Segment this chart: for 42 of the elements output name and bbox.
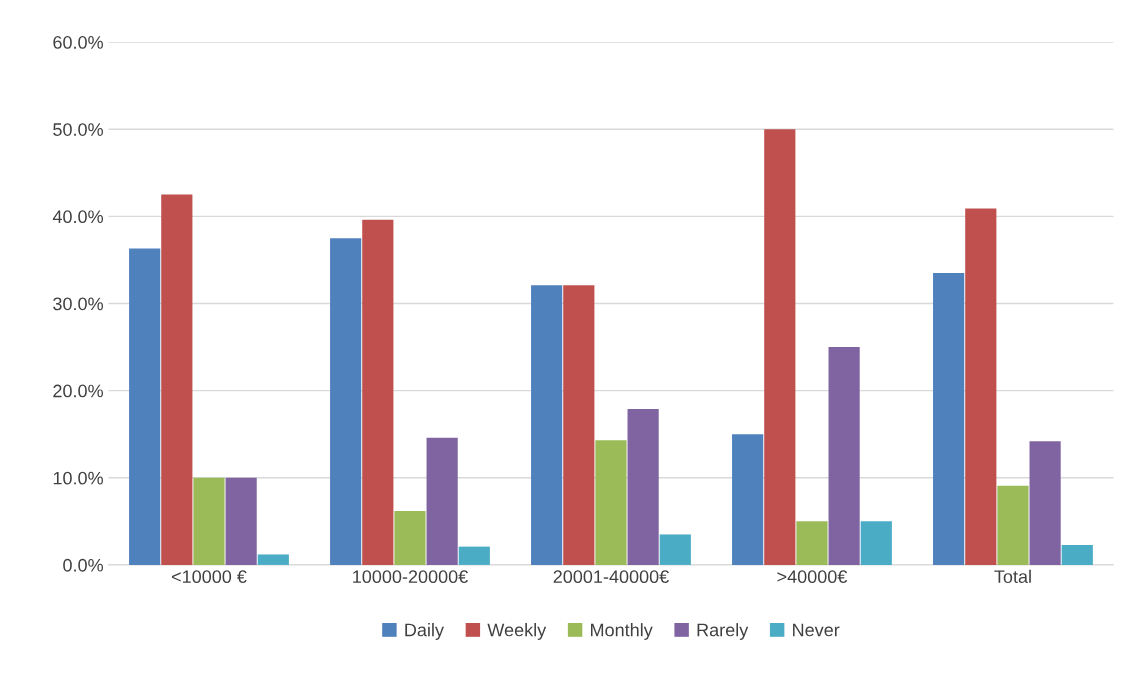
x-tick-label: 20001-40000€ [553,570,669,584]
legend-label: Monthly [591,623,653,640]
bar [129,248,161,565]
bar [764,129,796,565]
bar [458,546,490,565]
x-tick-label: >40000€ [777,570,848,584]
bar [732,434,764,565]
y-tick-label: 0.0% [63,558,103,572]
bar [796,521,828,565]
x-tick-label: Total [994,569,1031,584]
bar [965,208,997,565]
bar [1061,544,1093,565]
legend-label: Never [793,623,840,637]
bar [257,554,289,565]
y-tick-label: 30.0% [53,297,103,311]
legend-label: Daily [405,623,444,640]
bar [1029,441,1061,565]
y-tick-label: 40.0% [52,210,103,224]
bar [330,238,362,565]
bar [193,477,225,565]
bar [627,408,659,565]
x-tick-label: <10000 € [171,570,247,584]
bar [161,194,193,565]
y-tick-label: 50.0% [53,123,103,136]
bar [997,485,1029,565]
bar [860,521,892,565]
y-tick-label: 10.0% [53,471,103,485]
bar [426,437,458,565]
bar [595,440,627,565]
bar [362,219,394,565]
bar [659,534,691,565]
y-tick-label: 60.0% [53,36,103,49]
legend-label: Rarely [697,623,749,640]
y-tick-label: 20.0% [53,384,103,398]
bar [394,510,426,565]
bar [531,285,563,565]
bar [933,273,965,565]
bar [828,347,860,565]
x-tick-label: 10000-20000€ [353,570,468,584]
bar [225,477,257,565]
legend-label: Weekly [487,623,547,640]
bar [563,285,595,565]
